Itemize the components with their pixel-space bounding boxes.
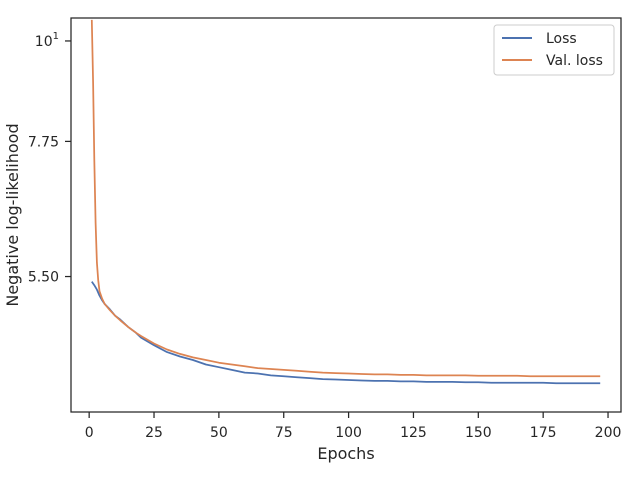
y-tick-label: 5.50 [28, 270, 59, 286]
x-tick-label: 125 [400, 425, 427, 441]
series-line-val-loss [90, 19, 601, 378]
x-tick-label: 25 [145, 425, 163, 441]
x-tick-label: 50 [210, 425, 228, 441]
axes-frame [70, 17, 622, 413]
series-layer [90, 19, 601, 385]
x-tick-label: 0 [85, 425, 94, 441]
x-tick-label: 75 [275, 425, 293, 441]
x-tick-label: 200 [595, 425, 622, 441]
x-tick-label: 100 [335, 425, 362, 441]
y-axis-label: Negative log-likelihood [3, 123, 22, 306]
x-axis-ticks: 0 25 50 75 100 125 150 175 200 [85, 412, 622, 441]
x-tick-label: 150 [465, 425, 492, 441]
x-tick-label: 175 [530, 425, 557, 441]
y-tick-label: 7.75 [28, 134, 59, 150]
plot-area [71, 18, 621, 412]
y-tick-label: 101 [35, 31, 59, 50]
legend-label-val-loss: Val. loss [546, 53, 603, 69]
legend: Loss Val. loss [493, 24, 615, 76]
legend-label-loss: Loss [546, 31, 577, 47]
y-axis-ticks: 5.50 7.75 101 [28, 31, 71, 286]
x-axis-label: Epochs [317, 444, 374, 463]
